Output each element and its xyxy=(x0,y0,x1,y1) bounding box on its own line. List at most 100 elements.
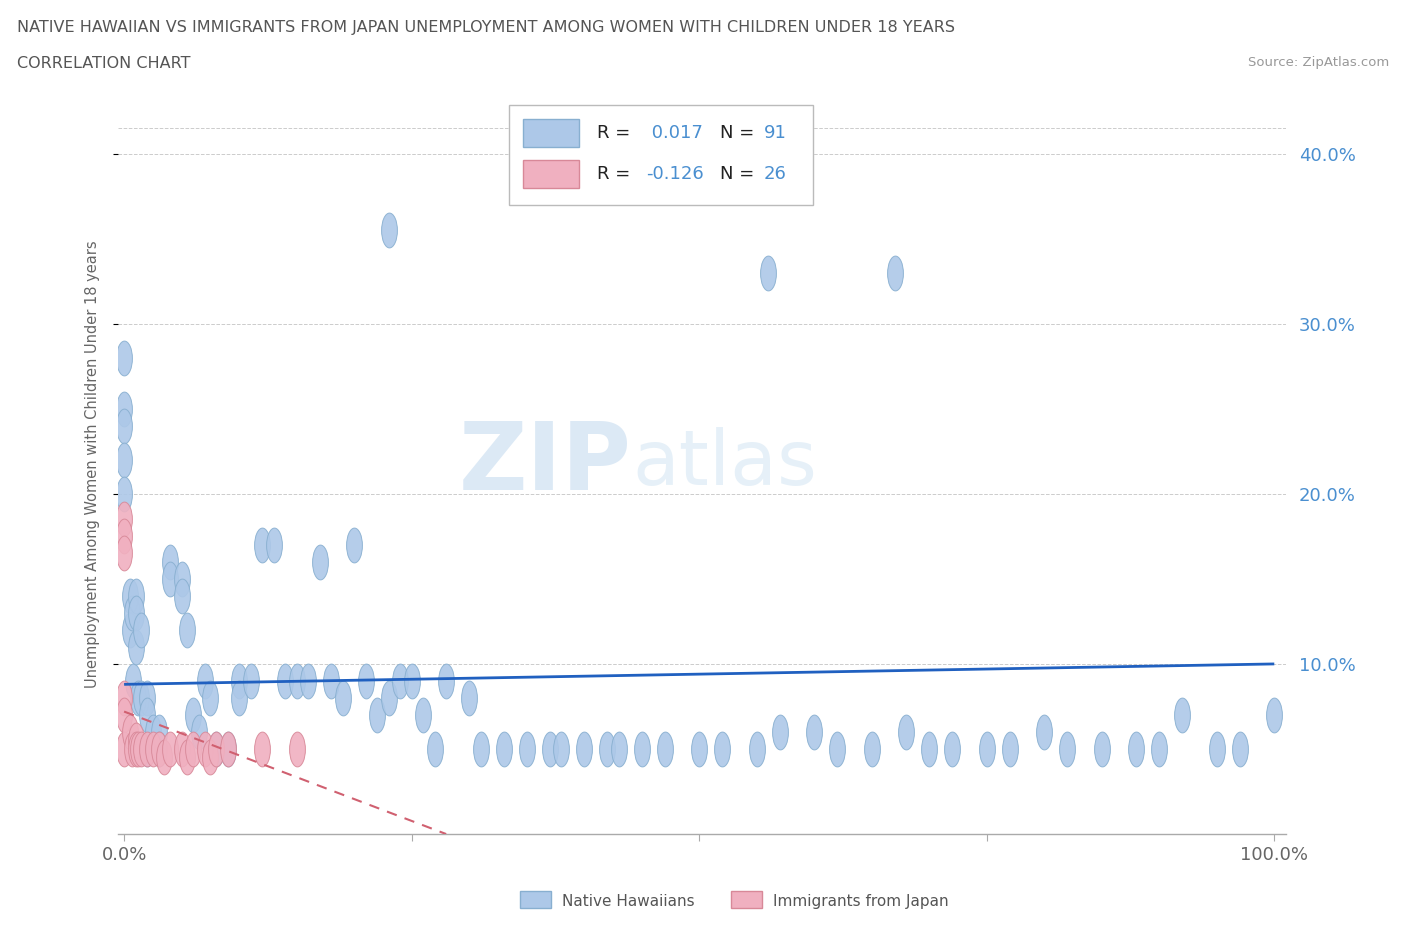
Point xyxy=(159,554,181,569)
Point xyxy=(377,690,399,705)
Point xyxy=(176,622,198,637)
Point xyxy=(122,673,145,688)
Point xyxy=(118,589,141,604)
Point xyxy=(142,724,165,739)
Point xyxy=(131,690,153,705)
FancyBboxPatch shape xyxy=(523,160,579,188)
Point xyxy=(112,708,135,723)
Point xyxy=(112,486,135,501)
Text: -0.126: -0.126 xyxy=(645,165,704,183)
Point xyxy=(538,741,561,756)
Point xyxy=(205,741,228,756)
Point xyxy=(550,741,572,756)
Point xyxy=(136,708,159,723)
Point xyxy=(121,605,143,620)
Point xyxy=(159,571,181,586)
Point xyxy=(112,690,135,705)
Point xyxy=(124,640,146,655)
Point xyxy=(187,724,209,739)
Point xyxy=(516,741,538,756)
Point xyxy=(228,673,250,688)
Point xyxy=(181,741,204,756)
Point xyxy=(136,690,159,705)
Point xyxy=(274,673,297,688)
Point xyxy=(1056,741,1078,756)
Point xyxy=(153,751,176,765)
Point xyxy=(124,741,146,756)
Point xyxy=(654,741,676,756)
Point xyxy=(1033,724,1056,739)
Point xyxy=(756,265,779,280)
Point xyxy=(998,741,1021,756)
Point xyxy=(321,673,343,688)
Point xyxy=(470,741,492,756)
Point xyxy=(711,741,734,756)
Point xyxy=(170,589,193,604)
FancyBboxPatch shape xyxy=(509,105,813,205)
Point xyxy=(745,741,768,756)
Point xyxy=(308,554,330,569)
Point xyxy=(423,741,446,756)
Point xyxy=(136,741,159,756)
FancyBboxPatch shape xyxy=(523,119,579,147)
Text: 0.017: 0.017 xyxy=(645,125,703,142)
Text: 91: 91 xyxy=(763,125,787,142)
Point xyxy=(112,512,135,526)
Point xyxy=(112,351,135,365)
Point xyxy=(1125,741,1147,756)
Point xyxy=(112,529,135,544)
Point xyxy=(941,741,963,756)
Point xyxy=(285,741,308,756)
Text: R =: R = xyxy=(598,125,630,142)
Point xyxy=(112,546,135,561)
Point xyxy=(1263,708,1285,723)
Text: N =: N = xyxy=(720,165,754,183)
Point xyxy=(217,741,239,756)
Point xyxy=(142,741,165,756)
Point xyxy=(250,741,273,756)
Point xyxy=(607,741,630,756)
Point xyxy=(228,690,250,705)
Point xyxy=(1229,741,1251,756)
Text: Native Hawaiians: Native Hawaiians xyxy=(562,894,695,909)
Text: R =: R = xyxy=(598,165,630,183)
Point xyxy=(148,741,170,756)
Text: Source: ZipAtlas.com: Source: ZipAtlas.com xyxy=(1249,56,1389,69)
Point xyxy=(896,724,918,739)
Point xyxy=(250,538,273,552)
Point xyxy=(127,690,149,705)
Point xyxy=(124,589,146,604)
Point xyxy=(239,673,262,688)
Point xyxy=(434,673,457,688)
Point xyxy=(131,741,153,756)
Point xyxy=(389,673,412,688)
Point xyxy=(297,673,319,688)
Point xyxy=(159,741,181,756)
Point xyxy=(343,538,366,552)
Point xyxy=(127,741,149,756)
Point xyxy=(112,452,135,467)
Point xyxy=(572,741,595,756)
Point xyxy=(148,724,170,739)
Point xyxy=(366,708,388,723)
Point xyxy=(176,751,198,765)
Point xyxy=(1205,741,1227,756)
Point xyxy=(285,673,308,688)
Point xyxy=(194,673,217,688)
Point xyxy=(217,741,239,756)
Point xyxy=(118,622,141,637)
Point xyxy=(860,741,883,756)
Point xyxy=(883,265,905,280)
Point xyxy=(918,741,941,756)
Point xyxy=(205,741,228,756)
Point xyxy=(131,622,153,637)
Point xyxy=(200,751,222,765)
Point xyxy=(976,741,998,756)
Point xyxy=(354,673,377,688)
Point xyxy=(492,741,515,756)
Point xyxy=(170,571,193,586)
Point xyxy=(1091,741,1114,756)
Y-axis label: Unemployment Among Women with Children Under 18 years: Unemployment Among Women with Children U… xyxy=(86,240,100,688)
Point xyxy=(1149,741,1171,756)
Point xyxy=(630,741,652,756)
